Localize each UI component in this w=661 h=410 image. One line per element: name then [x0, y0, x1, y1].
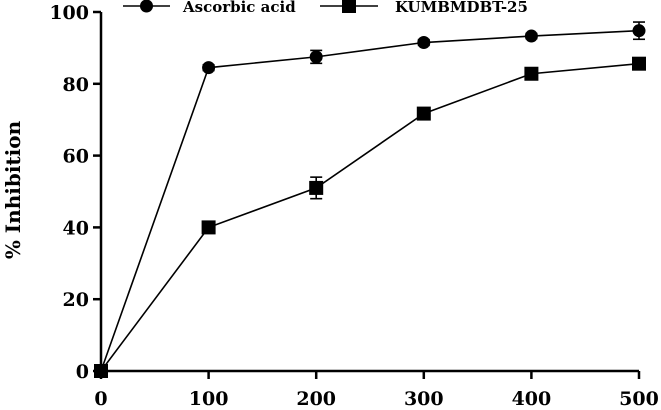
data-point-square	[94, 364, 108, 378]
x-tick-label: 300	[404, 388, 444, 410]
series-line	[100, 62, 640, 372]
legend-item: Ascorbic acid	[123, 0, 296, 16]
y-tick-label: 80	[63, 74, 89, 96]
x-tick-label: 0	[94, 388, 107, 410]
series-1	[94, 21, 646, 378]
y-tick-label: 40	[63, 217, 89, 239]
legend-label: Ascorbic acid	[182, 0, 296, 16]
x-tick-label: 500	[619, 388, 659, 410]
data-point-square	[632, 56, 646, 71]
series-line	[100, 29, 640, 372]
x-tick-label: 200	[296, 388, 336, 410]
x-tick-label: 400	[512, 388, 552, 410]
legend-item: KUMBMDBT-25	[320, 0, 528, 16]
data-point-circle	[632, 24, 646, 38]
legend: Ascorbic acid KUMBMDBT-25	[123, 0, 528, 16]
data-point-square	[201, 220, 216, 235]
data-point-circle	[309, 50, 323, 64]
data-point-circle	[417, 36, 431, 50]
y-tick-label: 0	[76, 361, 89, 383]
y-tick-label: 100	[49, 2, 89, 24]
x-tick-label: 100	[189, 388, 229, 410]
y-tick-label: 60	[63, 146, 89, 168]
plot-area: 0 20 40 60 80 100 0 100 200 300 400 500	[49, 2, 659, 410]
series-2	[94, 56, 646, 378]
legend-marker-square	[342, 0, 356, 13]
y-axis-title: % Inhibition	[1, 120, 25, 259]
data-point-circle	[524, 29, 538, 43]
data-point-circle	[202, 61, 216, 75]
legend-label: KUMBMDBT-25	[395, 0, 528, 16]
legend-marker-circle	[140, 0, 153, 13]
data-point-square	[309, 180, 324, 195]
y-tick-label: 20	[63, 289, 89, 311]
data-point-square	[524, 66, 539, 81]
data-point-square	[416, 106, 431, 121]
